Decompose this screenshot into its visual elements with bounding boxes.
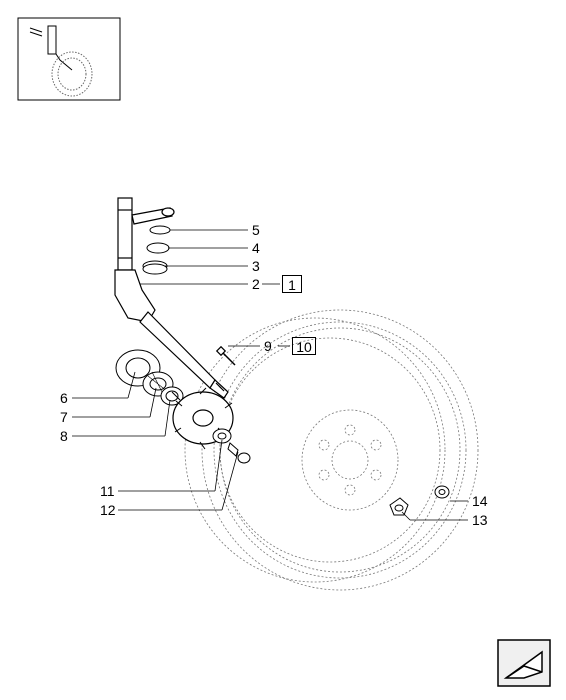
callout-8: 8 xyxy=(60,428,68,444)
callout-box-1: 1 xyxy=(282,275,302,293)
callout-13: 13 xyxy=(472,512,488,528)
callout-7: 7 xyxy=(60,409,68,425)
exploded-diagram xyxy=(0,0,566,700)
callout-12: 12 xyxy=(100,502,116,518)
callout-2: 2 xyxy=(252,276,260,292)
thumbnail-sketch xyxy=(18,18,120,100)
callout-14: 14 xyxy=(472,493,488,509)
wheel-fastener xyxy=(390,486,449,515)
bearing-stack xyxy=(116,350,183,405)
callout-4: 4 xyxy=(252,240,260,256)
callout-6: 6 xyxy=(60,390,68,406)
callout-box-10: 10 xyxy=(292,337,316,355)
callout-11: 11 xyxy=(100,483,115,499)
kingpin-rings xyxy=(143,226,170,274)
callout-5: 5 xyxy=(252,222,260,238)
outer-stack xyxy=(213,429,250,463)
callout-9: 9 xyxy=(264,338,272,354)
page-icon xyxy=(498,640,550,686)
callout-3: 3 xyxy=(252,258,260,274)
